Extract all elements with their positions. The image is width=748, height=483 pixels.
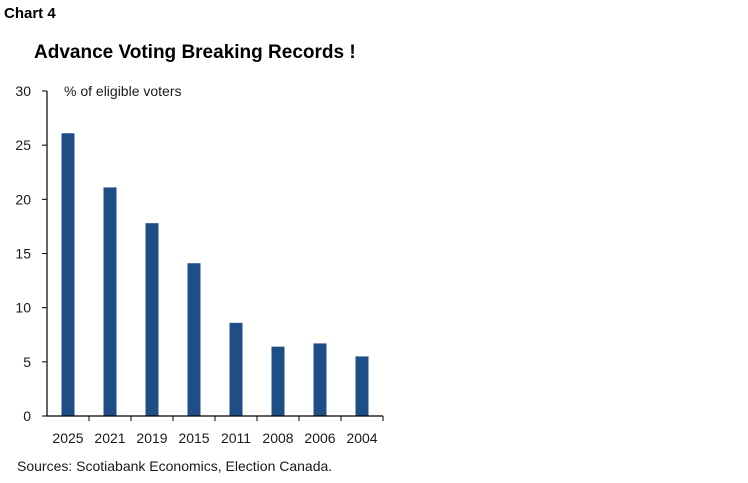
y-tick-label: 30: [15, 83, 31, 99]
x-axis-ticks: 2025 2021 2019 2015 2011 2008 2006 2004: [52, 416, 384, 446]
bar-2004: [355, 356, 369, 416]
x-tick-label: 2004: [346, 430, 377, 446]
chart-label: Chart 4: [4, 5, 56, 22]
x-tick-label: 2006: [304, 430, 335, 446]
y-tick-label: 5: [23, 354, 31, 370]
bar-2021: [103, 187, 117, 416]
y-tick-label: 25: [15, 137, 31, 153]
x-tick-label: 2011: [221, 430, 251, 446]
bar-2019: [145, 223, 159, 416]
y-axis-unit-label: % of eligible voters: [64, 83, 182, 99]
bar-2006: [313, 343, 327, 416]
y-tick-label: 15: [15, 246, 31, 262]
x-tick-label: 2025: [52, 430, 83, 446]
x-tick-label: 2015: [178, 430, 209, 446]
y-tick-label: 20: [15, 191, 31, 207]
bar-2008: [271, 346, 285, 416]
y-tick-label: 0: [23, 408, 31, 424]
y-tick-label: 10: [15, 300, 31, 316]
x-tick-label: 2021: [94, 430, 125, 446]
bar-2025: [61, 133, 75, 416]
x-tick-label: 2008: [262, 430, 293, 446]
y-axis-ticks: 0 5 10 15 20 25 30: [15, 83, 47, 424]
source-note: Sources: Scotiabank Economics, Election …: [17, 458, 333, 474]
bar-2011: [229, 322, 243, 416]
chart-title: Advance Voting Breaking Records !: [34, 42, 356, 63]
bar-2015: [187, 263, 201, 416]
bars: [61, 133, 369, 416]
x-tick-label: 2019: [136, 430, 167, 446]
